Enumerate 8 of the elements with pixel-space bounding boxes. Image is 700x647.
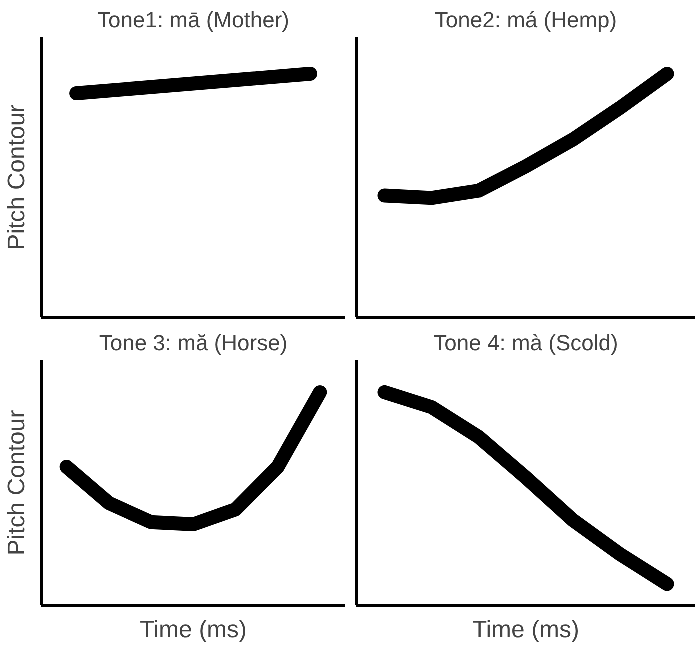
chart-title: Tone2: má (Hemp) [434,8,618,32]
x-axis-title: Time (ms) [140,616,248,644]
chart-title: Tone 4: mà (Scold) [434,330,618,356]
chart-title: Tone1: mā (Mother) [98,8,290,32]
y-axis-title: Pitch Contour [4,410,30,556]
y-axis-title: Pitch Contour [4,104,30,250]
x-axis-title: Time (ms) [472,616,580,644]
chart-title: Tone 3: mă (Horse) [99,330,288,356]
